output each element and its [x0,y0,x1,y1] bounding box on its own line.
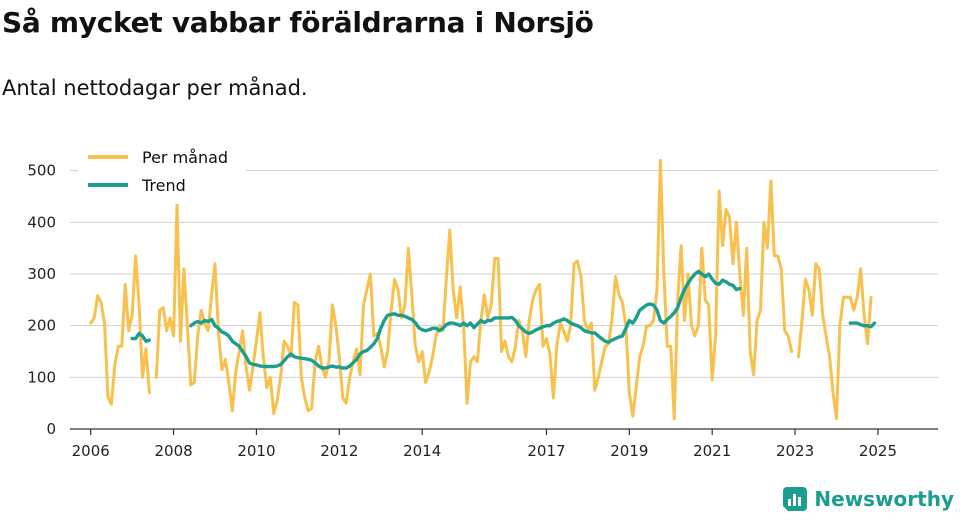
newsworthy-icon [783,487,808,511]
y-tick-label: 100 [27,368,56,386]
x-tick-label: 2023 [776,442,814,460]
x-tick-label: 2019 [610,442,648,460]
brand-name: Newsworthy [814,487,954,511]
x-tick-label: 2010 [237,442,275,460]
y-tick-label: 400 [27,213,56,231]
x-tick-label: 2025 [859,442,897,460]
legend-label-per-manad: Per månad [142,148,228,167]
x-tick-label: 2014 [403,442,441,460]
y-tick-label: 500 [27,162,56,180]
series-line-trend [130,269,877,370]
newsworthy-logo[interactable]: Newsworthy [782,486,954,512]
legend: Per månad Trend [78,146,246,204]
axes: 0 100 200 300 400 500 2006 2008 2010 2012 2014 2017… [27,162,938,460]
y-tick-label: 0 [46,420,56,438]
x-tick-label: 2017 [527,442,565,460]
x-tick-label: 2012 [320,442,358,460]
x-tick-label: 2006 [72,442,110,460]
y-tick-label: 300 [27,265,56,283]
y-tick-label: 200 [27,317,56,335]
series-line-monthly [89,158,873,421]
legend-label-trend: Trend [141,176,186,195]
chart-subtitle: Antal nettodagar per månad. [2,76,308,100]
series-lines [89,158,877,421]
x-tick-label: 2021 [693,442,731,460]
x-tick-label: 2008 [154,442,192,460]
chart-title: Så mycket vabbar föräldrarna i Norsjö [2,6,594,39]
